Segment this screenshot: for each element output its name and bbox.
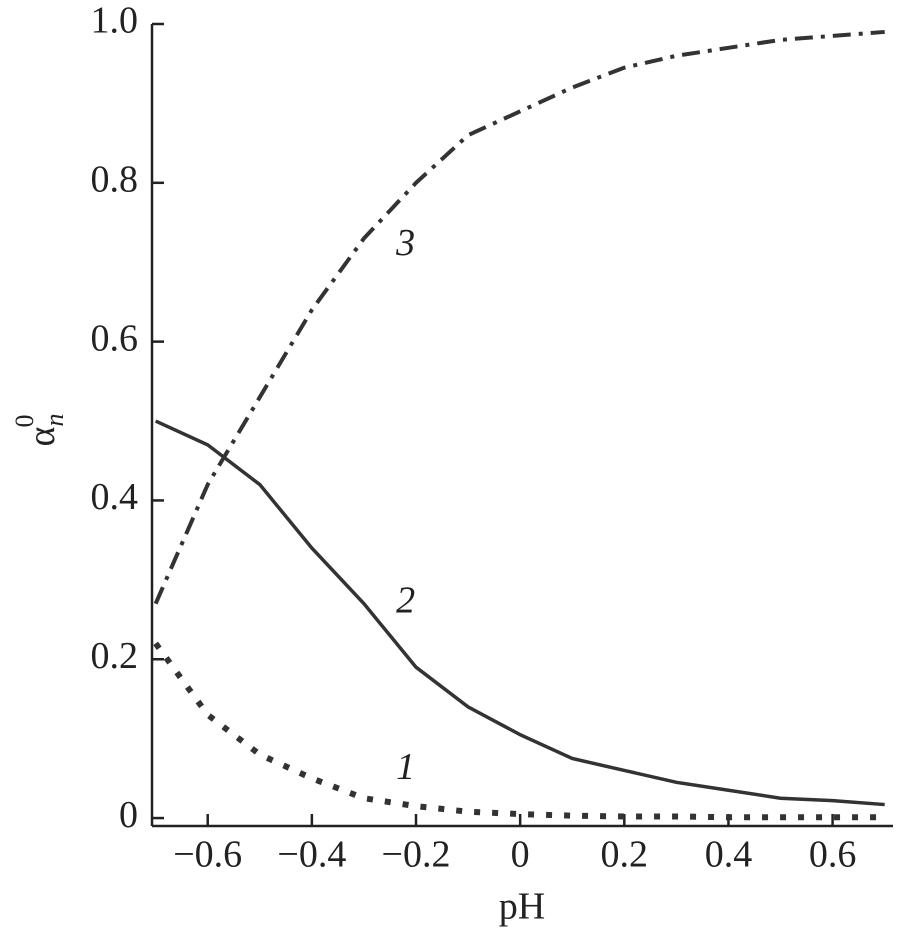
x-tick-label: 0: [511, 834, 530, 876]
y-tick-label: 0.6: [91, 317, 139, 359]
series-label: 1: [396, 746, 415, 788]
x-axis-label: pH: [499, 886, 545, 928]
series-label: 2: [396, 579, 415, 621]
x-tick-label: 0.2: [601, 834, 649, 876]
y-tick-label: 0: [119, 794, 138, 836]
x-tick-label: −0.2: [382, 834, 451, 876]
y-tick-label: 0.4: [91, 476, 139, 518]
x-tick-label: 0.4: [705, 834, 753, 876]
y-label-sub: n: [40, 414, 69, 427]
y-tick-label: 1.0: [91, 0, 139, 42]
series-line: [153, 641, 885, 821]
series-label: 3: [395, 222, 415, 264]
x-tick-label: 0.6: [809, 834, 857, 876]
y-label-main: α: [21, 426, 63, 446]
x-tick-label: −0.6: [173, 834, 242, 876]
x-tick-label: −0.4: [277, 834, 346, 876]
series-line: [153, 29, 885, 605]
y-axis-label-group: αn0: [10, 414, 69, 447]
y-tick-label: 0.8: [91, 159, 139, 201]
series-line: [154, 419, 885, 807]
y-label-sup: 0: [10, 415, 39, 428]
y-tick-label: 0.2: [91, 635, 139, 677]
y-axis-label: αn0: [10, 414, 69, 447]
